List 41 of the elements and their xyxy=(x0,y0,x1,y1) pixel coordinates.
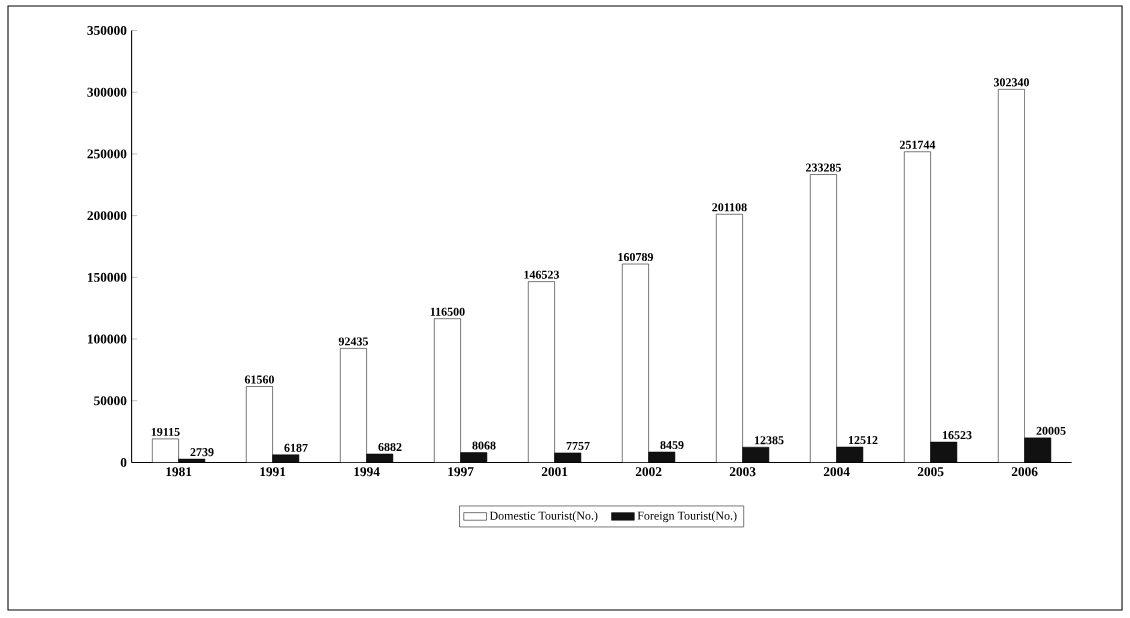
data-label: 20005 xyxy=(1036,426,1066,435)
data-label: 6187 xyxy=(284,443,308,452)
data-label: 2739 xyxy=(190,448,214,457)
data-label: 201108 xyxy=(712,203,747,212)
x-tick-label: 1991 xyxy=(260,467,286,477)
data-label: 302340 xyxy=(993,78,1029,87)
y-tick-label: 100000 xyxy=(87,334,127,344)
y-tick-label: 350000 xyxy=(87,25,127,35)
y-tick-label: 250000 xyxy=(87,149,127,159)
data-label: 116500 xyxy=(430,307,465,316)
data-label: 6882 xyxy=(378,442,402,452)
data-label: 146523 xyxy=(524,270,560,279)
data-label: 16523 xyxy=(942,431,972,440)
legend-label: Foreign Tourist(No.) xyxy=(637,511,737,523)
data-label: 92435 xyxy=(338,337,369,346)
data-label: 160789 xyxy=(618,252,654,262)
y-tick-label: 0 xyxy=(120,457,127,467)
y-tick-label: 300000 xyxy=(87,87,127,97)
data-label: 19115 xyxy=(151,427,180,436)
data-label: 8068 xyxy=(472,441,496,450)
data-label: 12512 xyxy=(848,436,878,445)
x-tick-label: 2004 xyxy=(823,467,850,477)
data-label: 7757 xyxy=(566,442,590,450)
x-tick-label: 1997 xyxy=(448,467,474,477)
x-tick-label: 2002 xyxy=(635,467,662,477)
x-tick-label: 1994 xyxy=(354,467,380,477)
y-tick-label: 200000 xyxy=(87,211,127,221)
x-tick-label: 2005 xyxy=(917,467,944,477)
data-label: 61560 xyxy=(244,375,274,384)
bar xyxy=(1024,437,1052,463)
x-tick-label: 2001 xyxy=(541,467,568,477)
x-tick-label: 2006 xyxy=(1011,467,1038,477)
data-label: 8459 xyxy=(660,441,684,450)
data-label: 12385 xyxy=(754,436,784,445)
x-tick-label: 2003 xyxy=(729,467,756,477)
y-tick-label: 50000 xyxy=(94,396,127,406)
legend-label: Domestic Tourist(No.) xyxy=(489,511,598,523)
data-label: 233285 xyxy=(805,163,842,172)
data-label: 251744 xyxy=(899,140,936,149)
y-tick-label: 150000 xyxy=(87,272,127,282)
x-tick-label: 1981 xyxy=(166,467,192,477)
